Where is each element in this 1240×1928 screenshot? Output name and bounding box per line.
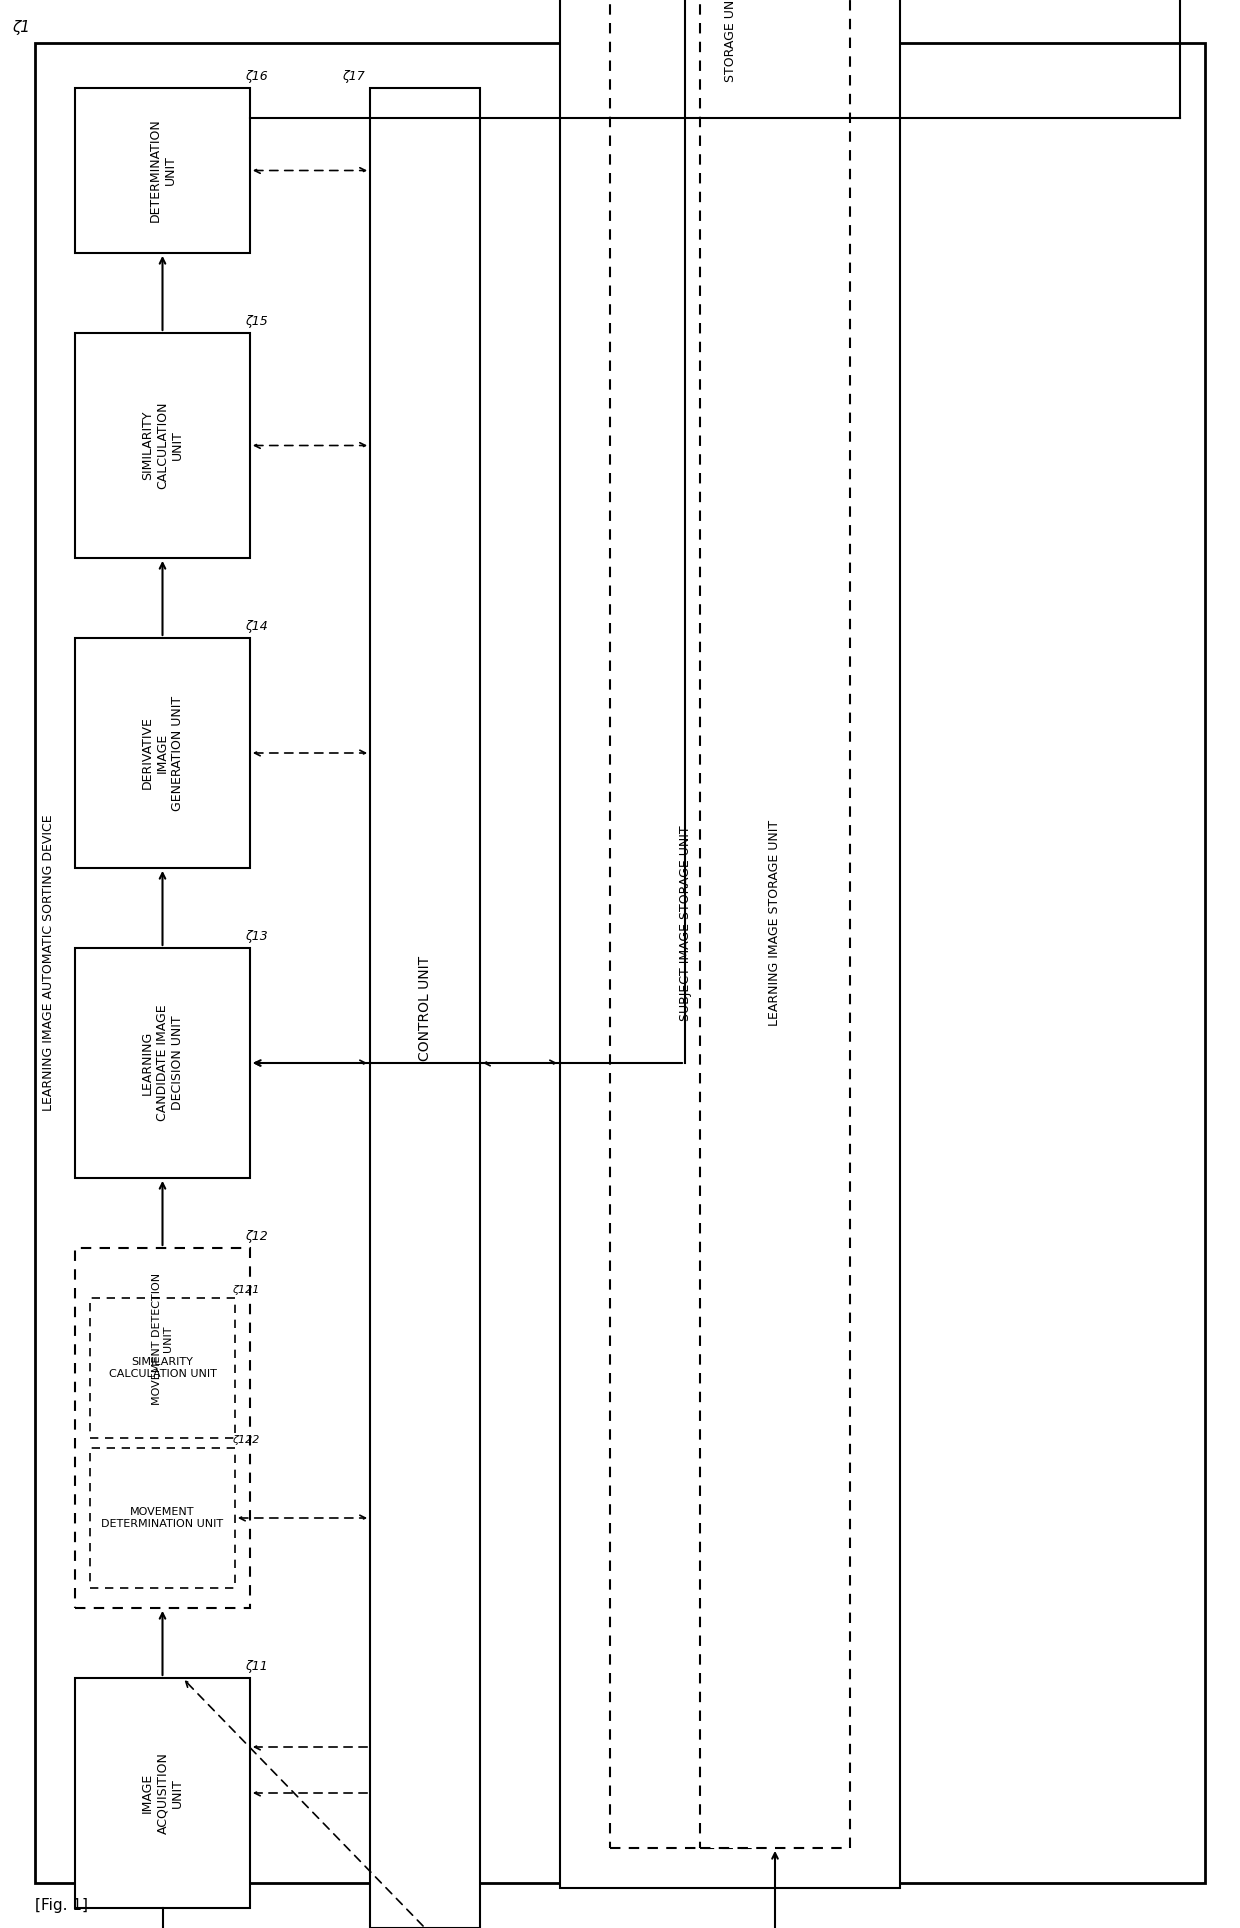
Bar [370, 89, 480, 1928]
Bar [91, 1448, 236, 1589]
Bar [91, 1298, 236, 1438]
Bar [560, 0, 900, 1888]
Text: ζ122: ζ122 [232, 1434, 259, 1444]
Text: DERIVATIVE
IMAGE
GENERATION UNIT: DERIVATIVE IMAGE GENERATION UNIT [141, 696, 184, 810]
Text: DETERMINATION
UNIT: DETERMINATION UNIT [149, 120, 176, 222]
Text: SIMILARITY
CALCULATION
UNIT: SIMILARITY CALCULATION UNIT [141, 401, 184, 490]
Text: SIMILARITY
CALCULATION UNIT: SIMILARITY CALCULATION UNIT [109, 1357, 217, 1379]
Text: SUBJECT IMAGE STORAGE UNIT: SUBJECT IMAGE STORAGE UNIT [678, 825, 692, 1020]
Bar [701, 0, 849, 1849]
Text: ζ11: ζ11 [246, 1660, 268, 1674]
Text: ζ17: ζ17 [342, 69, 365, 83]
Text: [Fig. 1]: [Fig. 1] [35, 1897, 88, 1913]
Text: ζ14: ζ14 [246, 621, 268, 632]
Text: LEARNING IMAGE STORAGE UNIT: LEARNING IMAGE STORAGE UNIT [769, 819, 781, 1026]
Text: STORAGE UNIT: STORAGE UNIT [723, 0, 737, 81]
Text: ζ13: ζ13 [246, 929, 268, 943]
Text: ζ16: ζ16 [246, 69, 268, 83]
Text: MOVEMENT
DETERMINATION UNIT: MOVEMENT DETERMINATION UNIT [102, 1508, 223, 1529]
Text: LEARNING
CANDIDATE IMAGE
DECISION UNIT: LEARNING CANDIDATE IMAGE DECISION UNIT [141, 1004, 184, 1122]
Bar [610, 0, 760, 1849]
Text: ζ1: ζ1 [12, 19, 30, 35]
Text: CONTROL UNIT: CONTROL UNIT [418, 956, 432, 1060]
Text: ζ121: ζ121 [232, 1284, 259, 1296]
Text: IMAGE
ACQUISITION
UNIT: IMAGE ACQUISITION UNIT [141, 1753, 184, 1834]
Bar [74, 638, 250, 868]
Bar [74, 334, 250, 557]
Text: ζ12: ζ12 [246, 1230, 268, 1244]
Bar [74, 89, 250, 253]
Text: LEARNING IMAGE AUTOMATIC SORTING DEVICE: LEARNING IMAGE AUTOMATIC SORTING DEVICE [42, 816, 56, 1111]
Text: ζ15: ζ15 [246, 314, 268, 328]
Bar [74, 949, 250, 1178]
Bar [74, 1247, 250, 1608]
Bar [74, 1677, 250, 1909]
Text: MOVEMENT DETECTION
UNIT: MOVEMENT DETECTION UNIT [151, 1272, 174, 1406]
